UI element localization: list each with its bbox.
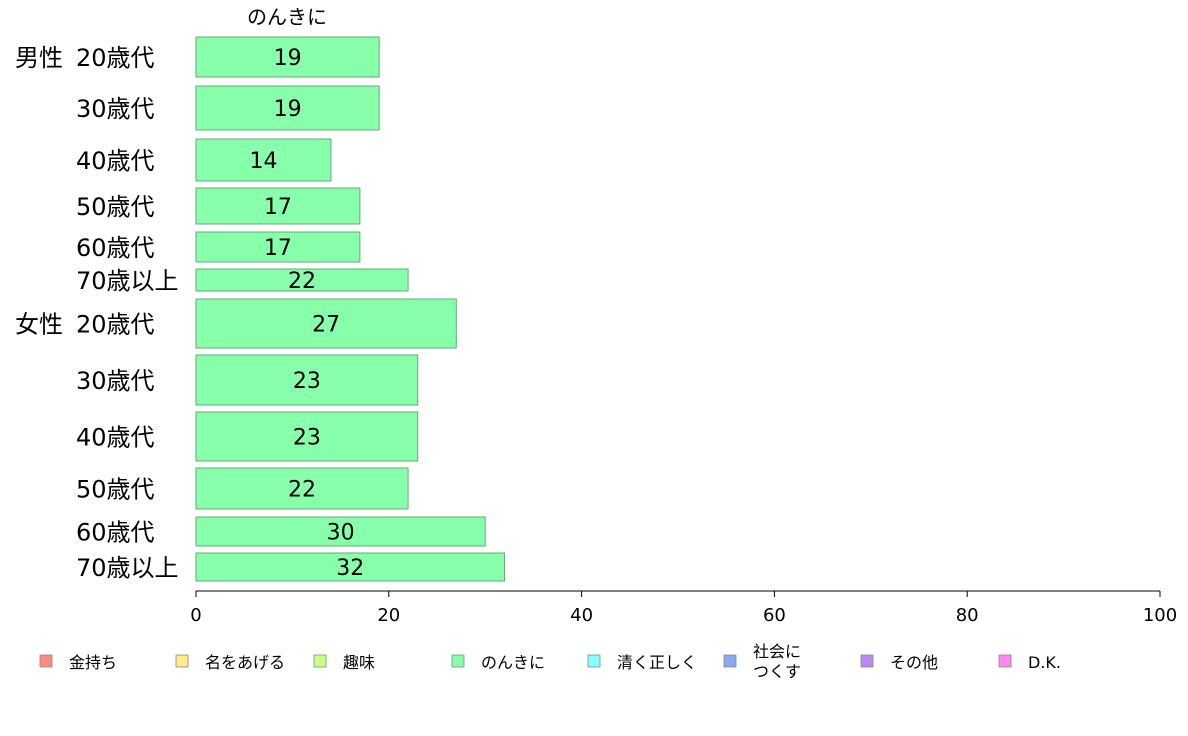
- category-label: 70歳以上: [76, 554, 179, 582]
- bar: [195, 187, 361, 225]
- category-label: 60歳代: [76, 519, 155, 547]
- bar-value-label: 19: [274, 97, 302, 122]
- legend-swatch: [860, 654, 874, 668]
- legend-label: のんきに: [481, 653, 545, 672]
- bar: [195, 354, 419, 406]
- bar: [195, 411, 419, 462]
- group-label: 男性: [15, 44, 63, 72]
- bar: [195, 138, 332, 182]
- group-label: 女性: [15, 311, 63, 339]
- bar: [195, 268, 409, 292]
- legend-swatch: [723, 654, 737, 668]
- x-tick-label: 80: [956, 605, 979, 626]
- legend-swatch: [175, 654, 189, 668]
- bar: [195, 516, 486, 547]
- category-label: 50歳代: [76, 476, 155, 504]
- category-label: 70歳以上: [76, 267, 179, 295]
- bar: [195, 231, 361, 263]
- x-tick-label: 60: [763, 605, 786, 626]
- bars: 19 19 14 17 17 22 27 23 23 22 30 32: [195, 36, 505, 582]
- x-tick-label: 100: [1143, 605, 1177, 626]
- legend-label: D.K.: [1028, 653, 1061, 672]
- legend-swatch: [39, 654, 53, 668]
- legend-swatch: [451, 654, 465, 668]
- bar: [195, 552, 505, 582]
- legend-swatch: [313, 654, 327, 668]
- category-label: 50歳代: [76, 193, 155, 221]
- category-label: 20歳代: [76, 311, 155, 339]
- legend-swatch: [587, 654, 601, 668]
- bar-value-label: 32: [336, 556, 364, 581]
- category-label: 40歳代: [76, 147, 155, 175]
- x-axis: 0 20 40 60 80 100: [190, 590, 1177, 626]
- bar-value-label: 30: [327, 521, 355, 546]
- category-label: 60歳代: [76, 234, 155, 262]
- row-labels: 20歳代男性30歳代40歳代50歳代60歳代70歳以上20歳代女性30歳代40歳…: [15, 44, 179, 582]
- bar-value-label: 23: [293, 426, 321, 451]
- legend-label: 社会につくす: [753, 642, 801, 681]
- bar-value-label: 22: [288, 269, 316, 294]
- bar-value-label: 14: [249, 149, 277, 174]
- legend-label: その他: [890, 653, 938, 672]
- legend-label: 名をあげる: [205, 653, 285, 672]
- bar: [195, 36, 380, 78]
- category-label: 40歳代: [76, 424, 155, 452]
- category-label: 20歳代: [76, 44, 155, 72]
- bar: [195, 467, 409, 510]
- bar-value-label: 27: [312, 313, 340, 338]
- legend-label: 趣味: [343, 653, 375, 672]
- x-tick-label: 0: [190, 605, 201, 626]
- x-tick-label: 20: [377, 605, 400, 626]
- series-title: のんきに: [247, 5, 327, 29]
- legend-label: 金持ち: [69, 653, 117, 672]
- bar-value-label: 23: [293, 369, 321, 394]
- bar-value-label: 17: [264, 236, 292, 261]
- bar: [195, 298, 457, 349]
- bar-value-label: 17: [264, 195, 292, 220]
- bar: [195, 85, 380, 131]
- category-label: 30歳代: [76, 367, 155, 395]
- legend: 金持ち 名をあげる 趣味 のんきに 清く正しく 社会につくす その他 D.K.: [39, 642, 1061, 681]
- legend-swatch: [998, 654, 1012, 668]
- x-tick-label: 40: [570, 605, 593, 626]
- bar-value-label: 19: [274, 46, 302, 71]
- legend-label: 清く正しく: [617, 653, 697, 672]
- category-label: 30歳代: [76, 95, 155, 123]
- bar-value-label: 22: [288, 478, 316, 503]
